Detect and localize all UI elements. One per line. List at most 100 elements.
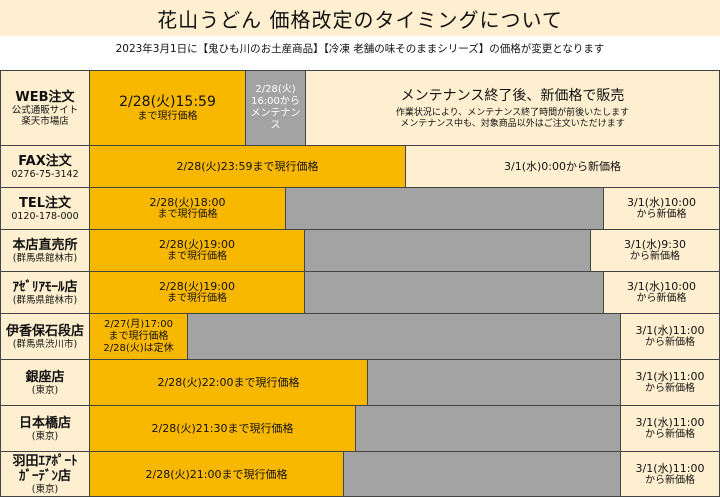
current-price-segment: 2/28(火)15:59 まで現行価格 [90, 71, 246, 145]
row-sub: 0120-178-000 [11, 210, 79, 222]
row-ginza: 銀座店 (東京) 2/28(火)22:00まで現行価格 3/1(水)11:00 … [1, 359, 720, 405]
gap-segment [286, 188, 604, 229]
page-title: 花山うどん 価格改定のタイミングについて [0, 0, 720, 36]
row-label: 本店直売所 (群馬県館林市) [1, 230, 90, 271]
gap-segment [305, 230, 591, 271]
current-price-text: まで現行価格 [157, 209, 218, 220]
gap-segment [188, 314, 621, 359]
new-price-segment: 3/1(水)11:00 から新価格 [621, 360, 719, 405]
current-price-segment: 2/28(火)22:00まで現行価格 [90, 360, 368, 405]
new-price-text: 3/1(水)10:00 [627, 196, 696, 209]
new-price-text: から新価格 [636, 209, 687, 220]
row-name: TEL注文 [18, 195, 72, 211]
row-label: 日本橋店 (東京) [1, 406, 90, 451]
row-sub: (東京) [31, 430, 59, 442]
row-sub: 公式通販サイト [11, 104, 79, 116]
current-price-segment: 2/28(火)21:00まで現行価格 [90, 452, 344, 496]
row-label: 羽田ｴｱﾎﾟｰﾄ ｶﾞｰﾃﾞﾝ店 (東京) [1, 452, 90, 496]
row-label: TEL注文 0120-178-000 [1, 188, 90, 229]
current-price-segment: 2/28(火)23:59まで現行価格 [90, 146, 406, 187]
row-name: 伊香保石段店 [5, 323, 84, 339]
new-price-segment: 3/1(水)11:00 から新価格 [621, 314, 719, 359]
row-name: WEB注文 [15, 89, 75, 105]
new-price-text: 3/1(水)0:00から新価格 [504, 160, 621, 173]
new-price-text: 3/1(水)11:00 [635, 324, 705, 337]
page-subtitle: 2023年3月1日に【鬼ひも川のお土産商品】【冷凍 老舗の味そのままシリーズ】の… [115, 43, 605, 55]
new-price-text: から新価格 [645, 429, 695, 440]
row-name: ｱｾﾞﾘｱﾓｰﾙ店 [12, 279, 78, 295]
maintenance-text: 16:00から [251, 96, 300, 107]
current-price-text: 2/28(火)19:00 [159, 238, 235, 251]
maintenance-segment: 2/28(火) 16:00から メンテナンス [246, 71, 306, 145]
new-price-segment: 3/1(水)11:00 から新価格 [621, 406, 719, 451]
current-price-text: 2/28(火)21:00まで現行価格 [145, 467, 288, 481]
row-ikaho: 伊香保石段店 (群馬県渋川市) 2/27(月)17:00 まで現行価格 2/28… [1, 313, 720, 359]
current-price-text: 2/27(月)17:00 [103, 318, 174, 330]
new-price-text: から新価格 [645, 474, 695, 486]
gap-segment [356, 406, 621, 451]
timing-table: WEB注文 公式通販サイト 楽天市場店 2/28(火)15:59 まで現行価格 … [0, 70, 720, 497]
new-price-title: メンテナンス終了後、新価格で販売 [400, 87, 625, 104]
row-sub: (群馬県館林市) [12, 252, 78, 264]
row-fax: FAX注文 0276-75-3142 2/28(火)23:59まで現行価格 3/… [1, 145, 720, 187]
current-price-text: まで現行価格 [167, 251, 227, 262]
new-price-segment: メンテナンス終了後、新価格で販売 作業状況により、メンテナンス終了時間が前後いた… [306, 71, 719, 145]
new-price-segment: 3/1(水)0:00から新価格 [406, 146, 719, 187]
new-price-segment: 3/1(水)9:30 から新価格 [591, 230, 719, 271]
new-price-text: 3/1(水)9:30 [624, 238, 686, 251]
maintenance-text: メンテナンス [250, 108, 301, 131]
row-name: FAX注文 [18, 153, 72, 169]
new-price-text: 3/1(水)11:00 [635, 416, 705, 429]
current-price-text: まで現行価格 [137, 110, 198, 122]
new-price-segment: 3/1(水)10:00 から新価格 [604, 188, 719, 229]
current-price-text: まで現行価格 [167, 293, 227, 304]
row-haneda: 羽田ｴｱﾎﾟｰﾄ ｶﾞｰﾃﾞﾝ店 (東京) 2/28(火)21:00まで現行価格… [1, 451, 720, 496]
row-name: 日本橋店 [18, 415, 71, 431]
new-price-segment: 3/1(水)10:00 から新価格 [604, 272, 719, 313]
current-price-text: 2/28(火)21:30まで現行価格 [151, 422, 294, 435]
row-azalea-mall: ｱｾﾞﾘｱﾓｰﾙ店 (群馬県館林市) 2/28(火)19:00 まで現行価格 3… [1, 271, 720, 313]
current-price-text: 2/28(火)18:00 [149, 196, 226, 209]
new-price-text: から新価格 [645, 383, 695, 394]
current-price-text: 2/28(火)22:00まで現行価格 [157, 376, 300, 389]
row-web: WEB注文 公式通販サイト 楽天市場店 2/28(火)15:59 まで現行価格 … [1, 71, 720, 145]
row-sub: (群馬県館林市) [12, 294, 78, 306]
current-price-text: 2/28(火)23:59まで現行価格 [176, 160, 319, 173]
row-sub: 楽天市場店 [21, 115, 69, 127]
row-main-store: 本店直売所 (群馬県館林市) 2/28(火)19:00 まで現行価格 3/1(水… [1, 229, 720, 271]
current-price-text: 2/28(火)19:00 [159, 280, 235, 293]
new-price-text: から新価格 [636, 293, 687, 304]
row-label: FAX注文 0276-75-3142 [1, 146, 90, 187]
row-tel: TEL注文 0120-178-000 2/28(火)18:00 まで現行価格 3… [1, 187, 720, 229]
maintenance-text: 2/28(火) [255, 84, 296, 95]
current-price-text: 2/28(火)15:59 [119, 93, 216, 110]
gap-segment [368, 360, 621, 405]
holiday-text: 2/28(火)は定休 [103, 342, 174, 354]
row-nihonbashi: 日本橋店 (東京) 2/28(火)21:30まで現行価格 3/1(水)11:00… [1, 405, 720, 451]
current-price-text: まで現行価格 [108, 330, 169, 342]
new-price-text: から新価格 [645, 337, 695, 348]
row-label: 伊香保石段店 (群馬県渋川市) [1, 314, 90, 359]
new-price-text: から新価格 [630, 251, 680, 262]
row-name: 羽田ｴｱﾎﾟｰﾄ [12, 453, 78, 469]
gap-segment [305, 272, 604, 313]
new-price-note: メンテナンス中も、対象商品以外はご注文いただけます [400, 118, 625, 129]
current-price-segment: 2/28(火)19:00 まで現行価格 [90, 272, 305, 313]
row-name: ｶﾞｰﾃﾞﾝ店 [18, 468, 71, 484]
row-label: 銀座店 (東京) [1, 360, 90, 405]
row-sub: (群馬県渋川市) [12, 338, 78, 350]
gap-segment [344, 452, 621, 496]
new-price-note: 作業状況により、メンテナンス終了時間が前後いたします [395, 107, 630, 118]
row-sub: (東京) [31, 483, 59, 495]
current-price-segment: 2/28(火)18:00 まで現行価格 [90, 188, 286, 229]
new-price-text: 3/1(水)10:00 [627, 280, 696, 293]
current-price-segment: 2/28(火)19:00 まで現行価格 [90, 230, 305, 271]
new-price-text: 3/1(水)11:00 [635, 370, 705, 383]
row-label: WEB注文 公式通販サイト 楽天市場店 [1, 71, 90, 145]
new-price-segment: 3/1(水)11:00 から新価格 [621, 452, 719, 496]
row-name: 本店直売所 [12, 237, 78, 253]
row-sub: 0276-75-3142 [11, 168, 79, 180]
row-name: 銀座店 [25, 369, 65, 385]
current-price-segment: 2/28(火)21:30まで現行価格 [90, 406, 356, 451]
